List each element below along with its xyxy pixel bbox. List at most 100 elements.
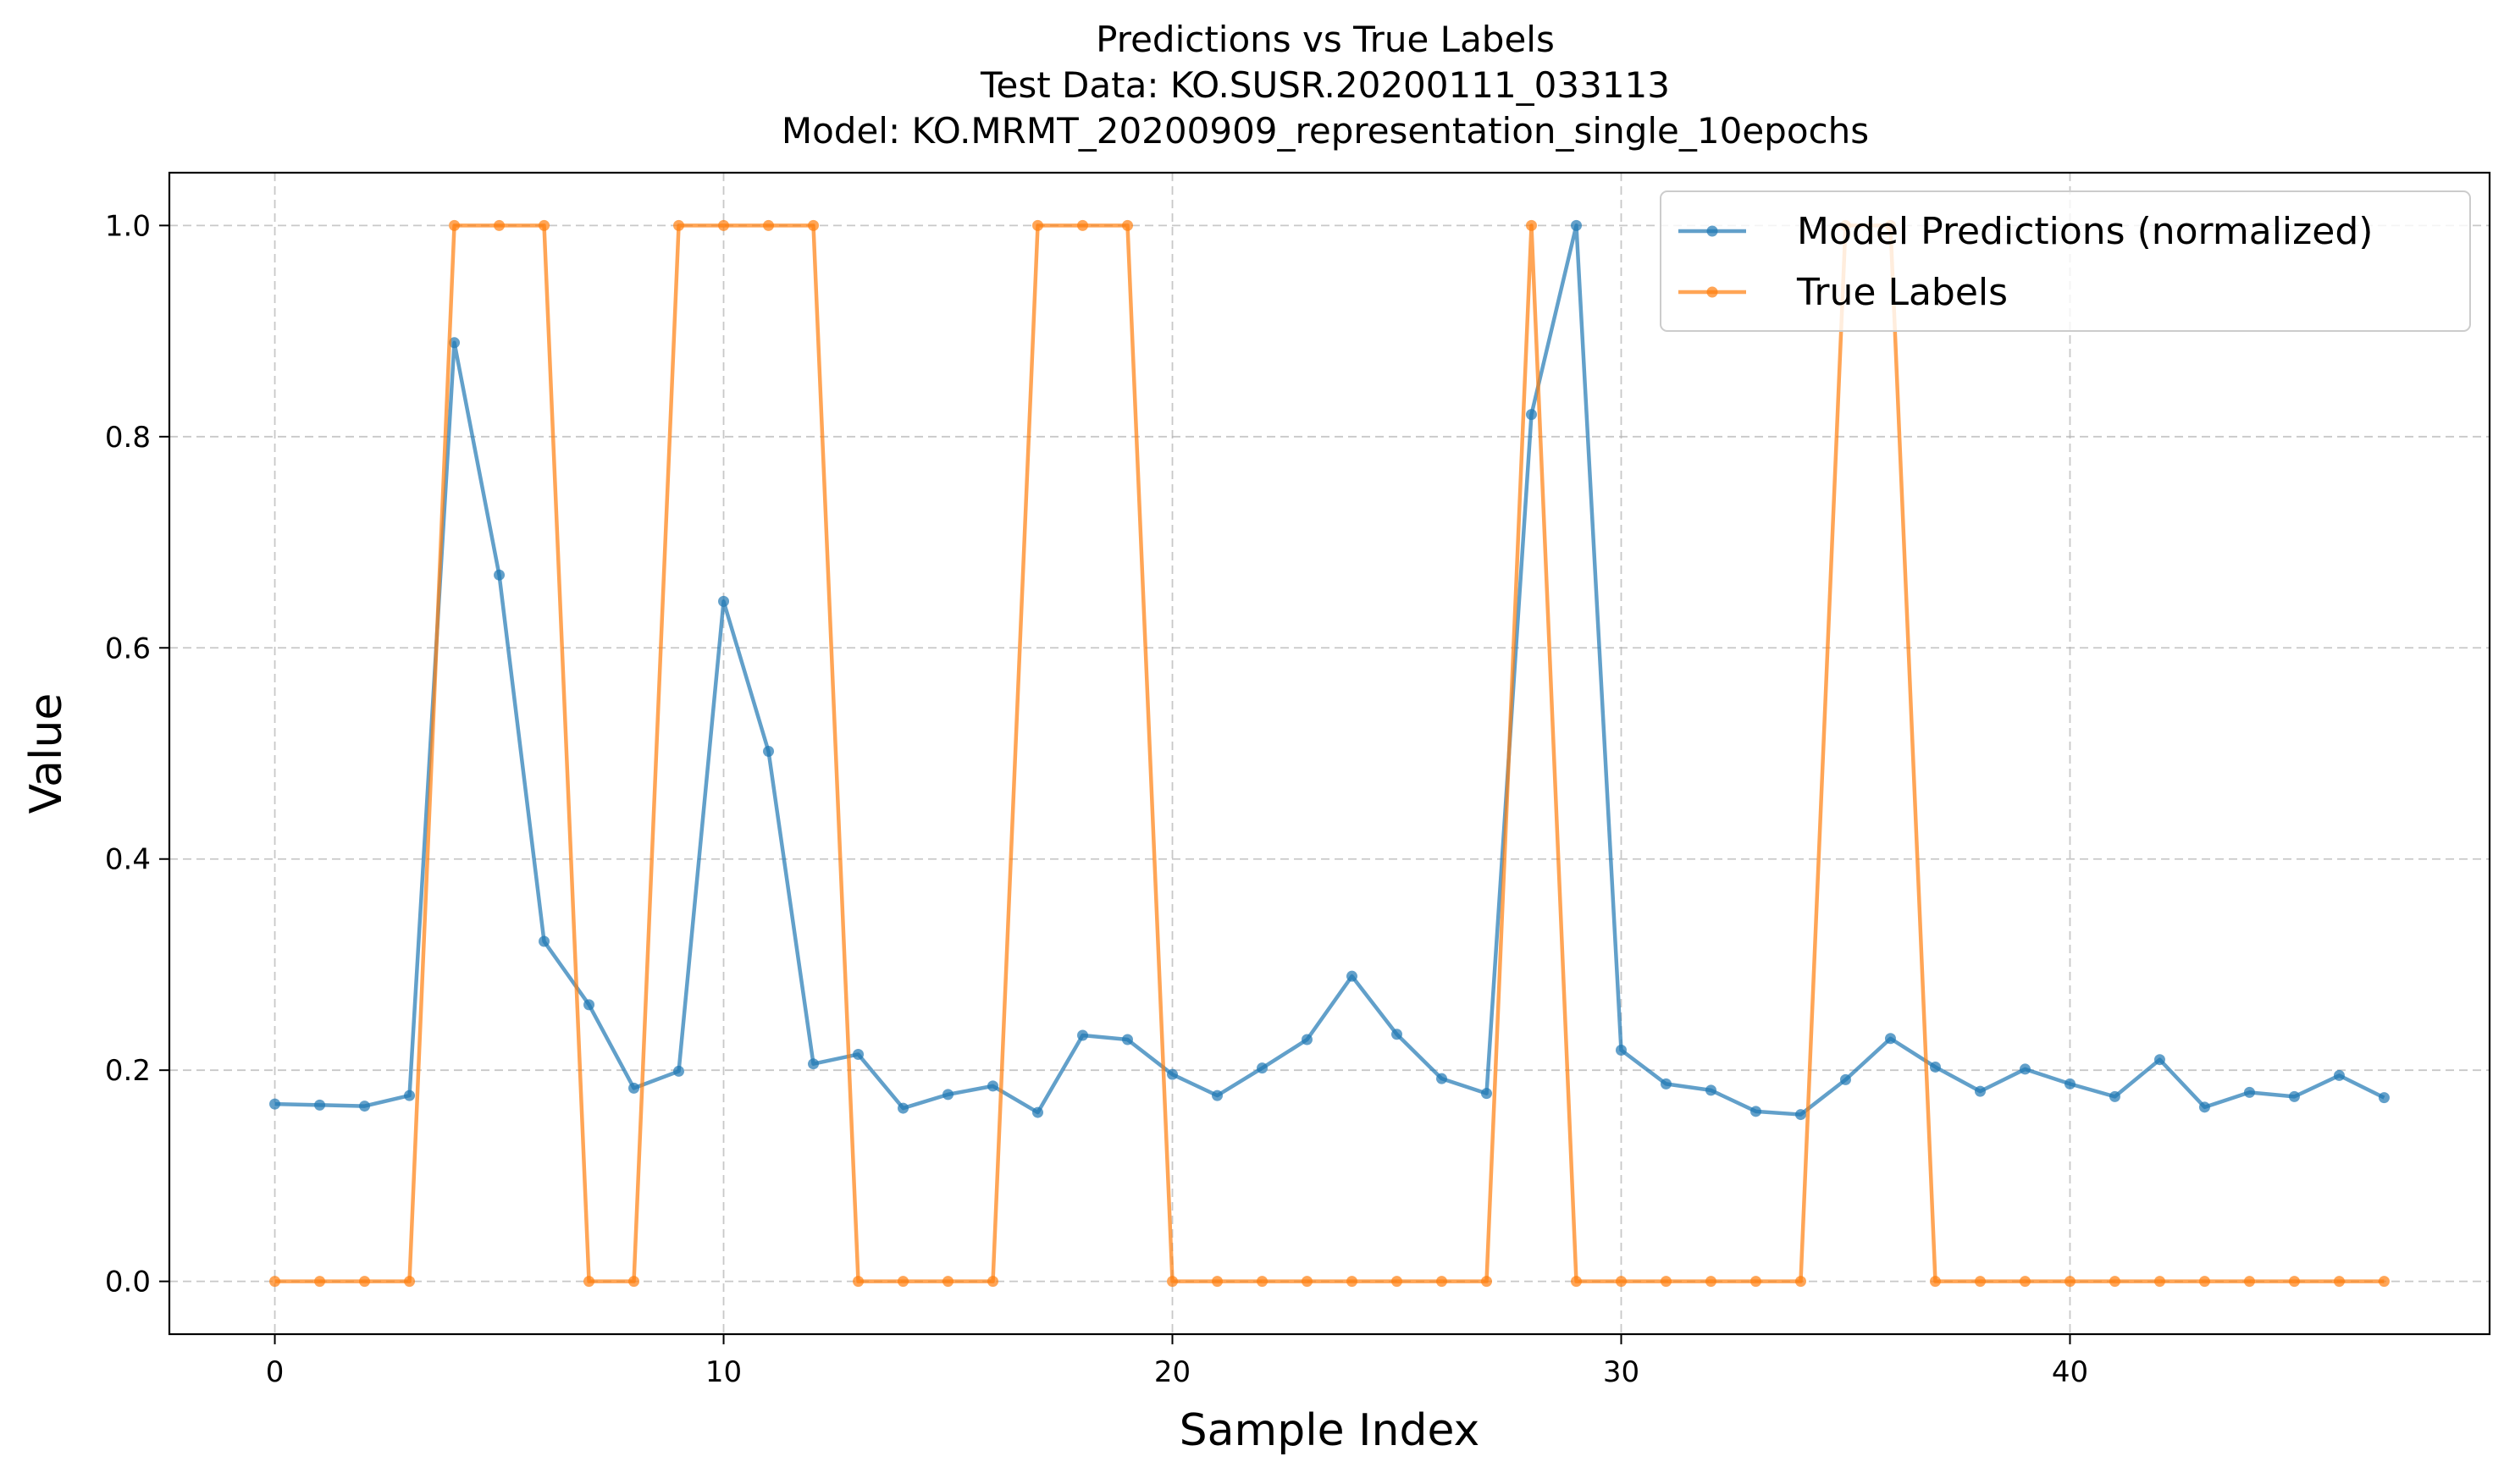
data-point-true-labels (1749, 1276, 1761, 1288)
data-point-true-labels (853, 1276, 865, 1288)
data-point-model-predictions-normalized (2153, 1054, 2165, 1066)
data-point-model-predictions-normalized (1615, 1044, 1627, 1056)
data-point-true-labels (898, 1276, 909, 1288)
data-point-true-labels (987, 1276, 999, 1288)
plot-area-frame (168, 171, 2491, 1336)
data-point-model-predictions-normalized (269, 1098, 281, 1110)
data-point-model-predictions-normalized (673, 1065, 685, 1077)
data-point-model-predictions-normalized (1167, 1068, 1179, 1080)
data-point-model-predictions-normalized (2378, 1092, 2390, 1104)
series-line-model-predictions-normalized (274, 223, 2385, 1117)
data-point-true-labels (2243, 1276, 2255, 1288)
legend-label-true-labels: True Labels (1796, 271, 2008, 314)
data-point-true-labels (1077, 219, 1089, 231)
legend: Model Predictions (normalized) True Labe… (1660, 190, 2471, 332)
y-tick-label: 0.4 (105, 843, 151, 877)
x-axis-label: Sample Index (1180, 1405, 1480, 1456)
chart-title-line-1: Predictions vs True Labels (1096, 19, 1555, 60)
data-point-true-labels (583, 1276, 595, 1288)
data-point-model-predictions-normalized (1122, 1034, 1134, 1045)
data-point-model-predictions-normalized (1257, 1062, 1269, 1074)
y-tick-label: 0.2 (105, 1054, 151, 1088)
legend-box (1660, 190, 2471, 332)
data-point-true-labels (1302, 1276, 1313, 1288)
data-point-true-labels (942, 1276, 954, 1288)
data-point-true-labels (359, 1276, 371, 1288)
y-axis-label: Value (21, 693, 72, 814)
data-point-model-predictions-normalized (314, 1099, 326, 1111)
data-point-model-predictions-normalized (763, 746, 775, 758)
data-point-true-labels (2378, 1276, 2390, 1288)
data-point-model-predictions-normalized (1077, 1029, 1089, 1041)
data-point-model-predictions-normalized (2019, 1063, 2031, 1075)
grid-lines (169, 173, 2490, 1334)
data-point-model-predictions-normalized (987, 1080, 999, 1092)
axis-ticks: 0 10 20 30 40 0.0 0.2 0.4 0.6 0.8 1.0 (105, 209, 2088, 1389)
data-point-model-predictions-normalized (404, 1090, 416, 1101)
data-point-model-predictions-normalized (1749, 1106, 1761, 1117)
data-point-true-labels (1615, 1276, 1627, 1288)
data-point-true-labels (1660, 1276, 1672, 1288)
data-point-true-labels (1705, 1276, 1716, 1288)
data-point-model-predictions-normalized (494, 569, 506, 581)
x-tick-label: 10 (705, 1355, 742, 1389)
series-true-labels (269, 219, 2390, 1288)
data-point-model-predictions-normalized (1705, 1084, 1716, 1096)
data-point-true-labels (314, 1276, 326, 1288)
data-point-true-labels (1257, 1276, 1269, 1288)
data-point-true-labels (1167, 1276, 1179, 1288)
data-point-true-labels (2019, 1276, 2031, 1288)
legend-marker-true-labels (1706, 286, 1718, 298)
data-point-model-predictions-normalized (1794, 1109, 1806, 1121)
data-point-true-labels (2109, 1276, 2120, 1288)
chart-title-line-3: Model: KO.MRMT_20200909_representation_s… (782, 110, 1869, 152)
data-point-model-predictions-normalized (1570, 219, 1582, 231)
data-point-true-labels (2064, 1276, 2076, 1288)
data-point-model-predictions-normalized (898, 1102, 909, 1114)
data-point-true-labels (269, 1276, 281, 1288)
data-point-model-predictions-normalized (1525, 409, 1537, 421)
data-point-true-labels (2333, 1276, 2345, 1288)
data-point-model-predictions-normalized (1390, 1029, 1402, 1040)
data-point-model-predictions-normalized (2198, 1101, 2210, 1113)
data-point-true-labels (404, 1276, 416, 1288)
data-point-model-predictions-normalized (1212, 1090, 1224, 1101)
data-point-true-labels (1974, 1276, 1986, 1288)
x-tick-label: 20 (1154, 1355, 1191, 1389)
data-point-model-predictions-normalized (1660, 1078, 1672, 1090)
data-point-true-labels (763, 219, 775, 231)
legend-marker-predictions (1706, 225, 1718, 237)
data-point-true-labels (2153, 1276, 2165, 1288)
x-tick-label: 40 (2052, 1355, 2088, 1389)
data-point-true-labels (539, 219, 550, 231)
y-tick-label: 0.6 (105, 632, 151, 665)
data-point-true-labels (1390, 1276, 1402, 1288)
data-point-true-labels (1346, 1276, 1357, 1288)
y-tick-label: 0.0 (105, 1266, 151, 1299)
data-point-true-labels (1212, 1276, 1224, 1288)
data-point-model-predictions-normalized (1302, 1034, 1313, 1045)
series-model-predictions-normalized (269, 219, 2390, 1121)
data-point-model-predictions-normalized (1974, 1085, 1986, 1097)
legend-label-predictions: Model Predictions (normalized) (1797, 210, 2373, 253)
y-tick-label: 0.8 (105, 421, 151, 455)
data-point-model-predictions-normalized (1435, 1073, 1447, 1084)
data-point-true-labels (1525, 219, 1537, 231)
y-tick-label: 1.0 (105, 209, 151, 243)
x-tick-label: 0 (266, 1355, 285, 1389)
data-point-true-labels (1570, 1276, 1582, 1288)
data-point-true-labels (673, 219, 685, 231)
data-point-model-predictions-normalized (808, 1058, 820, 1070)
data-point-model-predictions-normalized (2064, 1078, 2076, 1090)
data-point-model-predictions-normalized (2288, 1090, 2300, 1102)
data-point-model-predictions-normalized (359, 1101, 371, 1112)
series-group (269, 219, 2390, 1288)
data-point-model-predictions-normalized (2333, 1069, 2345, 1081)
data-point-model-predictions-normalized (1884, 1033, 1896, 1045)
data-point-true-labels (494, 219, 506, 231)
data-point-model-predictions-normalized (1480, 1088, 1492, 1100)
data-point-model-predictions-normalized (583, 999, 595, 1011)
data-point-model-predictions-normalized (628, 1082, 640, 1094)
data-point-model-predictions-normalized (1929, 1061, 1941, 1073)
